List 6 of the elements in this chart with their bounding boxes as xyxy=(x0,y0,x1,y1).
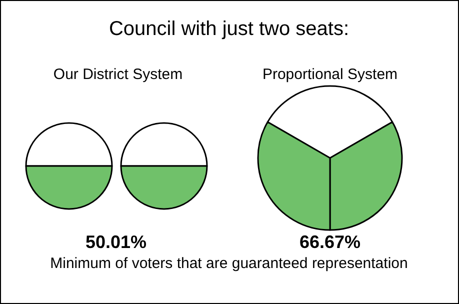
chart-title: Proportional System xyxy=(262,66,398,83)
text: 66.67% xyxy=(299,232,361,252)
text: Council with just two seats: xyxy=(108,18,350,40)
chart-title: Our District System xyxy=(53,66,183,83)
text: 50.01% xyxy=(85,232,147,252)
text: Minimum of voters that are guaranteed representation xyxy=(50,255,408,272)
